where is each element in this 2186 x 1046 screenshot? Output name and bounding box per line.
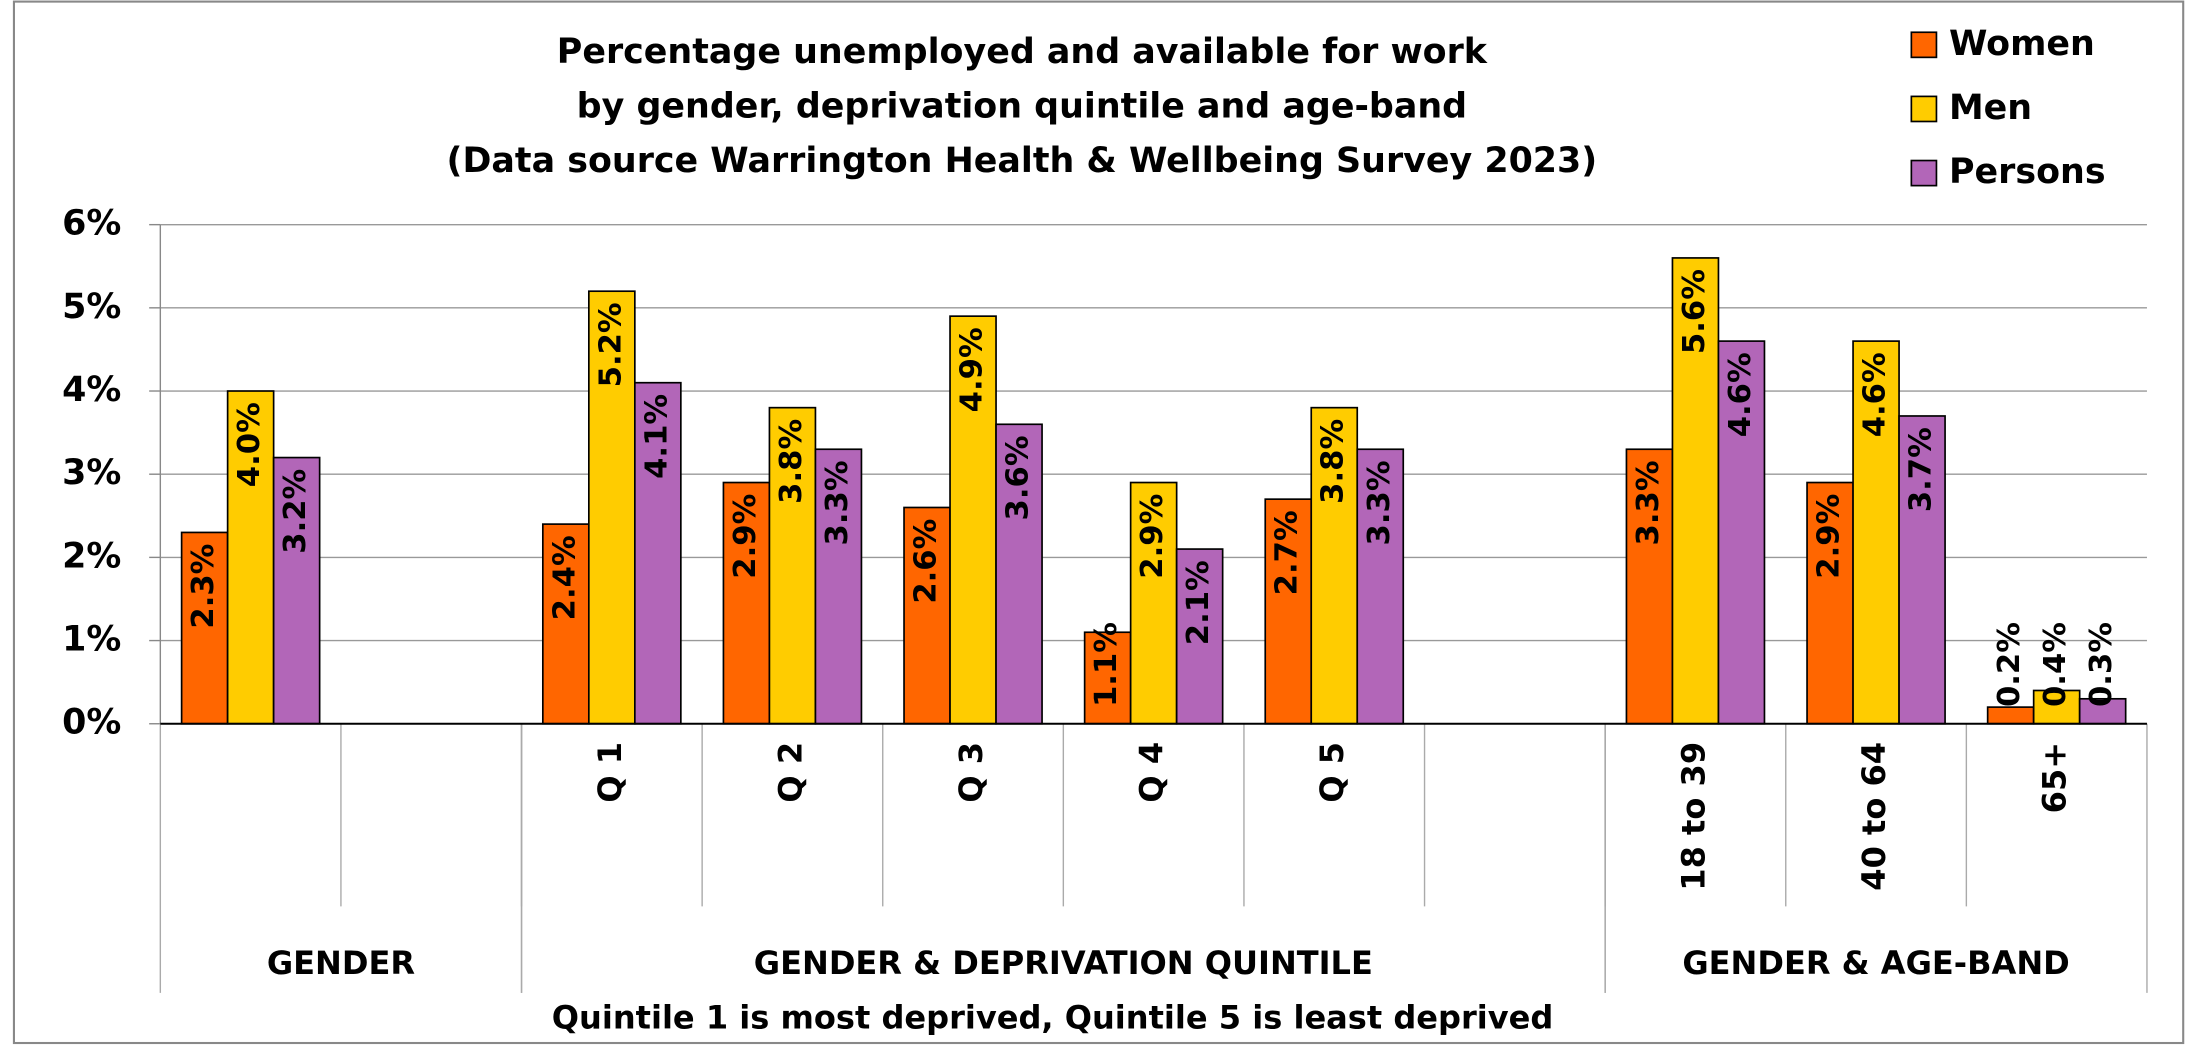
group-label: GENDER — [267, 944, 416, 982]
bar — [1671, 257, 1720, 725]
bar — [1986, 706, 2035, 725]
value-label: 0.3% — [2084, 622, 2119, 707]
x-tick-label: Q 3 — [952, 742, 990, 803]
value-label: 3.7% — [1904, 427, 1939, 512]
value-label: 1.1% — [1089, 622, 1124, 707]
value-label: 2.9% — [1135, 494, 1170, 579]
bar — [768, 406, 817, 725]
x-tick-label: Q 4 — [1133, 742, 1171, 803]
value-label: 4.9% — [955, 327, 990, 412]
value-label: 5.6% — [1677, 269, 1712, 354]
value-label: 2.3% — [186, 544, 221, 629]
bar — [541, 523, 590, 725]
value-label: 2.4% — [547, 535, 582, 620]
bar — [1806, 481, 1854, 725]
x-tick-label: Q 1 — [591, 742, 629, 803]
bar — [995, 423, 1043, 725]
bar — [634, 381, 682, 725]
group-label: GENDER & DEPRIVATION QUINTILE — [754, 944, 1373, 982]
bar — [814, 448, 863, 725]
y-tick-label: 4% — [62, 370, 121, 410]
value-label: 4.1% — [639, 394, 674, 479]
bar — [949, 315, 997, 725]
value-label: 0.4% — [2038, 622, 2073, 707]
value-label: 5.2% — [593, 302, 628, 387]
x-tick-label: 40 to 64 — [1855, 742, 1893, 891]
x-tick-label: 65+ — [2036, 742, 2074, 813]
bar — [1852, 340, 1900, 725]
y-tick-label: 5% — [62, 287, 121, 327]
y-tick-label: 2% — [62, 536, 121, 576]
x-tick-label: Q 2 — [771, 742, 809, 803]
value-label: 3.3% — [820, 460, 855, 545]
value-label: 3.8% — [1316, 419, 1351, 504]
legend-swatch — [1910, 95, 1938, 123]
bar — [903, 506, 951, 725]
bar — [1625, 448, 1674, 725]
x-axis-label: Quintile 1 is most deprived, Quintile 5 … — [552, 998, 1554, 1036]
value-label: 3.2% — [278, 469, 313, 554]
value-label: 4.6% — [1858, 352, 1893, 437]
legend-label: Women — [1949, 24, 2095, 64]
x-tick-label: 18 to 39 — [1674, 742, 1712, 891]
y-tick-label: 1% — [62, 620, 121, 660]
value-label: 2.9% — [728, 494, 763, 579]
bar — [1175, 548, 1224, 725]
bar — [1898, 415, 1946, 725]
value-label: 4.0% — [232, 402, 267, 487]
chart-title: (Data source Warrington Health & Wellbei… — [447, 141, 1598, 181]
y-tick-label: 6% — [62, 204, 121, 244]
x-tick-label: Q 5 — [1313, 742, 1351, 803]
bar — [1717, 340, 1766, 725]
legend-label: Men — [1949, 88, 2032, 128]
value-label: 4.6% — [1723, 352, 1758, 437]
chart-title: Percentage unemployed and available for … — [557, 32, 1488, 72]
legend-swatch — [1910, 159, 1938, 187]
value-label: 2.1% — [1181, 560, 1216, 645]
value-label: 3.3% — [1631, 460, 1666, 545]
bar — [272, 456, 321, 725]
value-label: 2.9% — [1812, 494, 1847, 579]
bar — [1083, 631, 1132, 725]
legend-swatch — [1910, 31, 1938, 59]
value-label: 2.7% — [1270, 510, 1305, 595]
value-label: 3.3% — [1362, 460, 1397, 545]
bar — [226, 390, 275, 725]
value-label: 2.6% — [909, 519, 944, 604]
value-label: 3.8% — [774, 419, 809, 504]
group-label: GENDER & AGE-BAND — [1682, 944, 2069, 982]
legend-label: Persons — [1949, 152, 2106, 192]
y-tick-label: 3% — [62, 453, 121, 493]
chart-title: by gender, deprivation quintile and age-… — [577, 87, 1467, 127]
y-tick-label: 0% — [62, 703, 121, 743]
value-label: 3.6% — [1001, 435, 1036, 520]
bar — [1129, 481, 1178, 725]
bar — [1356, 448, 1405, 725]
value-label: 0.2% — [1992, 622, 2027, 707]
